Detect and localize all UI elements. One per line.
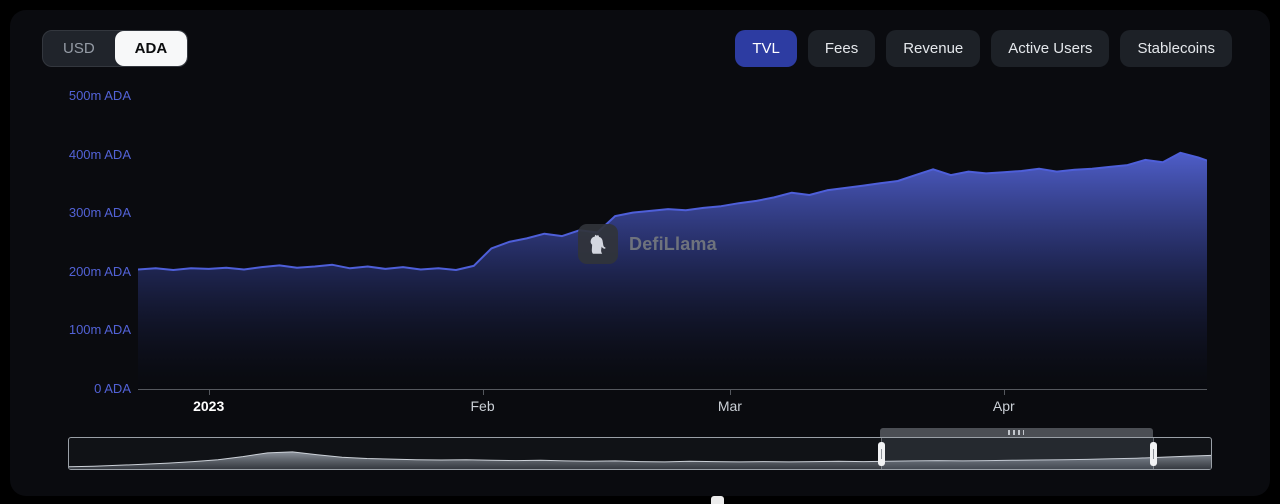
x-tick-label: Apr xyxy=(992,398,1015,414)
navigator-right-handle[interactable] xyxy=(1150,441,1157,466)
x-tick-label: Feb xyxy=(470,398,495,414)
y-tick-label: 0 ADA xyxy=(94,381,131,396)
navigator-move-handle[interactable] xyxy=(880,428,1153,437)
tab-stablecoins[interactable]: Stablecoins xyxy=(1120,30,1232,67)
y-tick-label: 300m ADA xyxy=(68,205,131,221)
tvl-line xyxy=(138,151,1207,271)
x-tick-label: Mar xyxy=(717,398,742,414)
navigator-area-fill xyxy=(69,451,1211,469)
timeline-navigator[interactable] xyxy=(68,437,1212,470)
below-fold-element xyxy=(711,496,724,504)
navigator-line xyxy=(69,451,1211,468)
grip-dots-icon xyxy=(1008,430,1025,435)
x-tick-mark xyxy=(208,390,210,395)
tab-active-users[interactable]: Active Users xyxy=(991,30,1110,67)
y-tick-label: 200m ADA xyxy=(68,263,131,279)
x-tick-mark xyxy=(729,390,731,395)
y-tick-label: 400m ADA xyxy=(68,146,131,162)
tab-fees[interactable]: Fees xyxy=(807,30,876,67)
currency-toggle[interactable]: USD ADA xyxy=(42,30,189,67)
x-tick-mark xyxy=(482,390,484,395)
metric-tabs: TVL Fees Revenue Active Users Stablecoin… xyxy=(735,30,1232,67)
y-tick-label: 500m ADA xyxy=(68,88,131,103)
currency-option-ada[interactable]: ADA xyxy=(114,31,188,66)
chart-panel: USD ADA TVL Fees Revenue Active Users St… xyxy=(10,10,1270,504)
navigator-selection-window[interactable] xyxy=(881,438,1154,469)
x-tick-label: 2023 xyxy=(193,398,225,414)
tab-tvl[interactable]: TVL xyxy=(735,30,797,67)
currency-option-usd[interactable]: USD xyxy=(63,40,95,57)
y-tick-label: 100m ADA xyxy=(68,322,131,338)
navigator-left-handle[interactable] xyxy=(877,441,885,466)
tab-revenue[interactable]: Revenue xyxy=(886,30,981,67)
x-axis-line xyxy=(138,389,1207,390)
tvl-area-chart[interactable] xyxy=(138,96,1207,389)
x-tick-mark xyxy=(1003,390,1005,395)
tvl-area-fill xyxy=(138,152,1207,389)
